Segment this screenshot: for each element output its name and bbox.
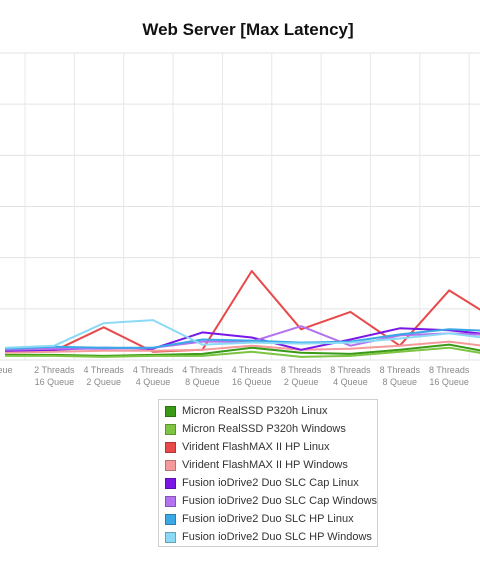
legend-label: Fusion ioDrive2 Duo SLC HP Linux xyxy=(182,513,354,525)
legend-label: Micron RealSSD P320h Linux xyxy=(182,405,328,417)
legend-swatch xyxy=(165,423,176,435)
legend-item[interactable]: Virident FlashMAX II HP Linux xyxy=(165,438,377,456)
legend-label: Virident FlashMAX II HP Windows xyxy=(182,459,348,471)
legend: Micron RealSSD P320h Linux Micron RealSSD… xyxy=(158,399,378,547)
series-line-4 xyxy=(4,340,480,354)
x-tick-label: 8 Queue xyxy=(383,377,418,387)
legend-swatch xyxy=(165,531,176,543)
x-tick-label: 16 Queue xyxy=(232,377,272,387)
x-tick-label: 16 Queue xyxy=(35,377,75,387)
series-line-2 xyxy=(5,346,480,358)
x-tick-label: 16 Queue xyxy=(429,377,469,387)
x-tick-label: 4 Threads xyxy=(133,365,174,375)
x-tick-label: 4 Queue xyxy=(333,377,368,387)
legend-item[interactable]: Virident FlashMAX II HP Windows xyxy=(165,456,377,474)
x-axis-ticks: eue 2 Threads 16 Queue 4 Threads 2 Queue 4 Th… xyxy=(0,365,470,387)
x-tick-label: 4 Queue xyxy=(136,377,171,387)
legend-item[interactable]: Fusion ioDrive2 Duo SLC Cap Windows xyxy=(165,492,377,510)
line-chart: eue 2 Threads 16 Queue 4 Threads 2 Queue 4 Th… xyxy=(0,52,480,387)
legend-label: Fusion ioDrive2 Duo SLC Cap Windows xyxy=(182,495,378,507)
x-tick-label: 4 Threads xyxy=(182,365,223,375)
x-tick-label: 2 Threads xyxy=(34,365,75,375)
legend-swatch xyxy=(165,459,176,471)
gridlines xyxy=(0,52,480,361)
legend-swatch xyxy=(165,513,176,525)
legend-swatch xyxy=(165,477,176,489)
legend-swatch xyxy=(165,495,176,507)
legend-swatch xyxy=(165,405,176,417)
x-tick-label: 8 Queue xyxy=(185,377,220,387)
x-tick-label: 8 Threads xyxy=(429,365,470,375)
series-line-3 xyxy=(4,270,480,353)
series-line-7 xyxy=(4,328,480,350)
legend-item[interactable]: Micron RealSSD P320h Linux xyxy=(165,402,377,420)
legend-label: Micron RealSSD P320h Windows xyxy=(182,423,346,435)
legend-swatch xyxy=(165,441,176,453)
legend-item[interactable]: Fusion ioDrive2 Duo SLC HP Windows xyxy=(165,528,377,546)
x-tick-label: 4 Threads xyxy=(232,365,273,375)
legend-item[interactable]: Micron RealSSD P320h Windows xyxy=(165,420,377,438)
legend-label: Virident FlashMAX II HP Linux xyxy=(182,441,330,453)
x-tick-label: 8 Threads xyxy=(380,365,421,375)
chart-title: Web Server [Max Latency] xyxy=(142,20,354,39)
legend-item[interactable]: Fusion ioDrive2 Duo SLC HP Linux xyxy=(165,510,377,528)
legend-label: Fusion ioDrive2 Duo SLC Cap Linux xyxy=(182,477,359,489)
series-line-8 xyxy=(4,319,480,349)
x-tick-label: 8 Threads xyxy=(281,365,322,375)
x-tick-label: eue xyxy=(0,365,13,375)
x-tick-label: 2 Queue xyxy=(86,377,121,387)
x-tick-label: 8 Threads xyxy=(330,365,371,375)
legend-label: Fusion ioDrive2 Duo SLC HP Windows xyxy=(182,531,372,543)
x-tick-label: 4 Threads xyxy=(84,365,125,375)
legend-item[interactable]: Fusion ioDrive2 Duo SLC Cap Linux xyxy=(165,474,377,492)
x-tick-label: 2 Queue xyxy=(284,377,319,387)
series-lines xyxy=(4,270,480,358)
